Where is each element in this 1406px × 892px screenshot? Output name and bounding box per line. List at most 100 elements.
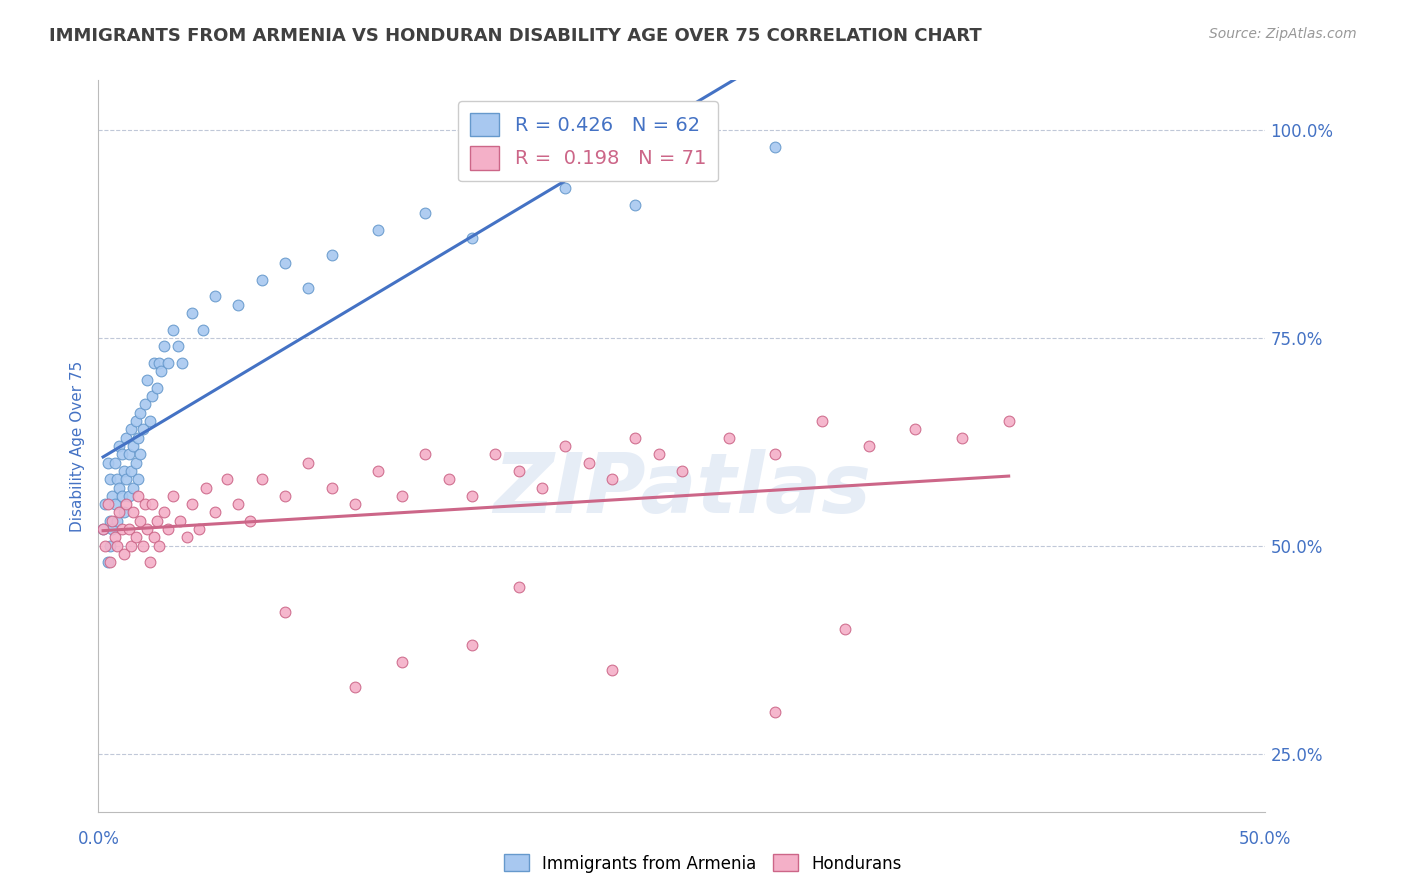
Point <box>98 514 121 528</box>
Point <box>134 397 156 411</box>
Point <box>146 381 169 395</box>
Point <box>180 497 202 511</box>
Point <box>108 439 131 453</box>
Point <box>193 323 215 337</box>
Point <box>136 372 159 386</box>
Point <box>101 489 124 503</box>
Point <box>122 506 145 520</box>
Point <box>112 547 135 561</box>
Point <box>111 522 134 536</box>
Text: 0.0%: 0.0% <box>77 830 120 848</box>
Point <box>105 472 128 486</box>
Point <box>461 639 484 653</box>
Point <box>391 489 413 503</box>
Point <box>108 481 131 495</box>
Point <box>344 680 367 694</box>
Point <box>858 439 880 453</box>
Point <box>98 472 121 486</box>
Point <box>122 481 145 495</box>
Point <box>108 506 131 520</box>
Point <box>508 580 530 594</box>
Point <box>600 472 623 486</box>
Point <box>94 497 117 511</box>
Point <box>187 522 209 536</box>
Point <box>344 497 367 511</box>
Point <box>152 339 174 353</box>
Point <box>148 356 170 370</box>
Point <box>141 389 163 403</box>
Point <box>148 539 170 553</box>
Point <box>139 414 162 428</box>
Point <box>146 514 169 528</box>
Point <box>94 539 117 553</box>
Point <box>997 414 1019 428</box>
Point <box>152 506 174 520</box>
Point <box>554 181 576 195</box>
Point <box>97 497 120 511</box>
Point <box>91 522 114 536</box>
Point <box>132 422 155 436</box>
Point <box>228 497 250 511</box>
Point <box>367 464 389 478</box>
Point <box>91 522 114 536</box>
Point <box>127 431 149 445</box>
Point <box>437 472 460 486</box>
Point <box>112 506 135 520</box>
Point <box>297 281 319 295</box>
Point <box>367 223 389 237</box>
Point <box>166 339 188 353</box>
Point <box>120 464 142 478</box>
Point <box>204 289 226 303</box>
Point <box>717 431 740 445</box>
Point <box>120 422 142 436</box>
Point <box>104 497 127 511</box>
Point <box>834 622 856 636</box>
Point <box>105 539 128 553</box>
Point <box>461 489 484 503</box>
Point <box>180 306 202 320</box>
Point <box>194 481 217 495</box>
Point <box>104 530 127 544</box>
Point <box>134 497 156 511</box>
Point <box>98 539 121 553</box>
Legend: R = 0.426   N = 62, R =  0.198   N = 71: R = 0.426 N = 62, R = 0.198 N = 71 <box>458 101 717 181</box>
Point <box>115 431 138 445</box>
Point <box>115 497 138 511</box>
Legend: Immigrants from Armenia, Hondurans: Immigrants from Armenia, Hondurans <box>498 847 908 880</box>
Point <box>115 472 138 486</box>
Point <box>228 298 250 312</box>
Text: Source: ZipAtlas.com: Source: ZipAtlas.com <box>1209 27 1357 41</box>
Point <box>162 323 184 337</box>
Point <box>811 414 834 428</box>
Point <box>129 447 152 461</box>
Point <box>530 481 553 495</box>
Point <box>215 472 238 486</box>
Point <box>624 198 647 212</box>
Point <box>250 472 273 486</box>
Point <box>143 356 166 370</box>
Point <box>274 256 297 270</box>
Point <box>413 447 436 461</box>
Point <box>321 248 343 262</box>
Point <box>125 456 148 470</box>
Point <box>274 489 297 503</box>
Point <box>97 555 120 569</box>
Point <box>127 489 149 503</box>
Point <box>950 431 973 445</box>
Point <box>274 605 297 619</box>
Point <box>695 165 717 179</box>
Point <box>129 514 152 528</box>
Point <box>143 530 166 544</box>
Point <box>172 356 194 370</box>
Point <box>125 414 148 428</box>
Point <box>600 664 623 678</box>
Point <box>647 447 669 461</box>
Point <box>118 522 141 536</box>
Point <box>162 489 184 503</box>
Point <box>118 489 141 503</box>
Point <box>132 539 155 553</box>
Point <box>671 464 693 478</box>
Point <box>763 447 786 461</box>
Point <box>321 481 343 495</box>
Point <box>141 497 163 511</box>
